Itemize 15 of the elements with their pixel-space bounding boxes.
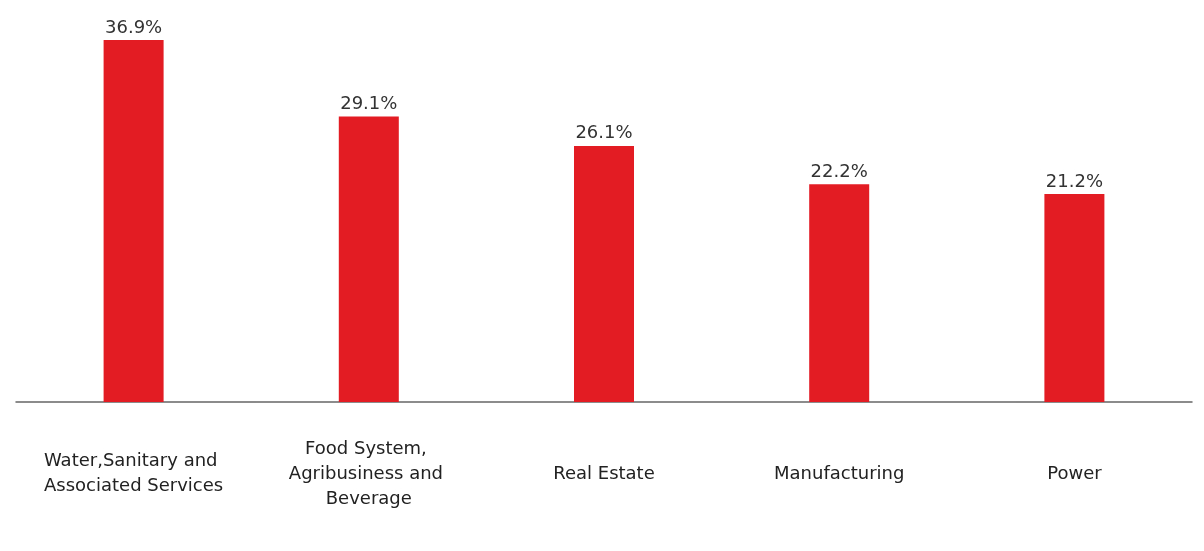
x-tick-label: Manufacturing bbox=[774, 461, 905, 483]
x-tick-label: Water,Sanitary and Associated Services bbox=[43, 449, 224, 495]
bar bbox=[338, 116, 399, 402]
data-label: 21.2% bbox=[1045, 169, 1103, 191]
bar bbox=[574, 145, 634, 402]
bar bbox=[809, 184, 870, 402]
x-tick-label: Power bbox=[1047, 461, 1103, 483]
data-label: 22.2% bbox=[810, 159, 868, 181]
data-label: 26.1% bbox=[575, 121, 633, 143]
x-tick-label: Real Estate bbox=[553, 461, 655, 483]
x-tick-label: Food System, Agribusiness and Beverage bbox=[288, 436, 449, 508]
bar bbox=[103, 40, 164, 402]
data-label: 36.9% bbox=[105, 15, 163, 37]
bar bbox=[1044, 194, 1105, 402]
data-label: 29.1% bbox=[340, 92, 398, 114]
